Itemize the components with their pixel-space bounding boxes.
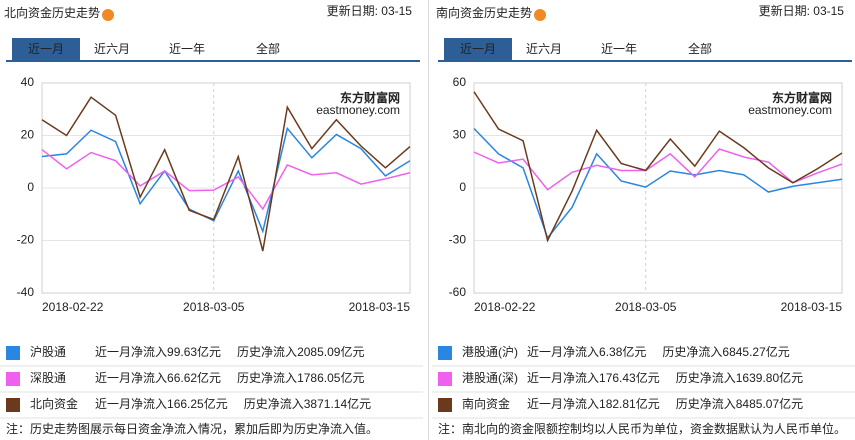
legend-month-net: 66.62亿元 (167, 370, 221, 385)
legend-hist-net: 1786.05亿元 (297, 370, 364, 385)
series-line (473, 148, 843, 191)
y-tick-label: 20 (21, 128, 35, 142)
legend-swatch (438, 398, 452, 412)
legend-hist-net: 2085.09亿元 (297, 344, 364, 359)
legend-name: 港股通(深) (462, 371, 518, 385)
update-date: 更新日期: 03-15 (759, 3, 845, 18)
legend-hist-net: 1639.80亿元 (736, 370, 803, 385)
x-tick-label: 2018-03-15 (349, 300, 411, 314)
legend-swatch (438, 372, 452, 386)
legend-month-net: 176.43亿元 (599, 370, 660, 385)
legend-name: 沪股通 (30, 345, 66, 359)
legend-name: 北向资金 (30, 396, 78, 411)
panel-title: 南向资金历史走势 (436, 5, 532, 20)
legend-month-label: 近一月净流入 (527, 397, 599, 411)
help-icon[interactable] (102, 9, 115, 21)
footnote: 注：南北向的资金限额控制均以人民币为单位，资金数据默认为人民币单位。 (438, 421, 846, 436)
legend-hist-label: 历史净流入 (237, 345, 297, 359)
y-tick-label: 40 (21, 75, 35, 89)
help-icon[interactable] (534, 9, 547, 21)
x-tick-label: 2018-02-22 (42, 300, 104, 314)
watermark: 东方财富网 (340, 90, 400, 105)
y-tick-label: -40 (17, 285, 35, 299)
legend-hist-label: 历史净流入 (237, 371, 297, 385)
y-tick-label: 30 (453, 128, 467, 142)
legend-hist-label: 历史净流入 (676, 371, 736, 385)
y-tick-label: 0 (27, 180, 34, 194)
legend-month-net: 99.63亿元 (167, 344, 221, 359)
tab[interactable]: 全部 (688, 41, 712, 56)
tab[interactable]: 近六月 (94, 42, 130, 56)
legend-hist-net: 6845.27亿元 (722, 344, 789, 359)
x-tick-label: 2018-03-05 (183, 300, 245, 314)
legend-month-label: 近一月净流入 (95, 371, 167, 385)
legend-name: 深股通 (30, 371, 66, 385)
legend-hist-label: 历史净流入 (244, 397, 304, 411)
legend-swatch (438, 346, 452, 360)
series-line (41, 149, 411, 211)
series-line (473, 127, 843, 240)
legend-month-label: 近一月净流入 (527, 345, 599, 359)
series-line (473, 91, 843, 243)
update-date: 更新日期: 03-15 (327, 3, 413, 18)
legend-hist-net: 8485.07亿元 (736, 396, 803, 411)
legend-swatch (6, 398, 20, 412)
tab[interactable]: 近一月 (28, 42, 64, 56)
tab-active-bg[interactable] (444, 38, 512, 61)
legend-name: 港股通(沪) (462, 345, 518, 359)
tab-active-bg[interactable] (12, 38, 80, 61)
watermark: eastmoney.com (316, 103, 400, 117)
tab[interactable]: 全部 (256, 41, 280, 56)
legend-month-label: 近一月净流入 (95, 397, 167, 411)
legend-month-net: 182.81亿元 (599, 396, 660, 411)
legend-hist-net: 3871.14亿元 (304, 396, 371, 411)
legend-month-label: 近一月净流入 (95, 345, 167, 359)
y-tick-label: 0 (459, 180, 466, 194)
x-tick-label: 2018-03-15 (781, 300, 843, 314)
legend-month-net: 166.25亿元 (167, 396, 228, 411)
y-tick-label: -60 (449, 285, 467, 299)
panel-title: 北向资金历史走势 (4, 5, 100, 20)
tab[interactable]: 近六月 (526, 42, 562, 56)
x-tick-label: 2018-02-22 (474, 300, 536, 314)
y-tick-label: 60 (453, 75, 467, 89)
legend-hist-label: 历史净流入 (662, 345, 722, 359)
legend-swatch (6, 372, 20, 386)
series-line (41, 96, 411, 252)
legend-swatch (6, 346, 20, 360)
legend-month-net: 6.38亿元 (599, 344, 646, 359)
legend-month-label: 近一月净流入 (527, 371, 599, 385)
x-tick-label: 2018-03-05 (615, 300, 677, 314)
tab[interactable]: 近一年 (169, 42, 205, 56)
tab[interactable]: 近一年 (601, 42, 637, 56)
footnote: 注：历史走势图展示每日资金净流入情况，累加后即为历史净流入值。 (6, 421, 378, 436)
y-tick-label: -30 (449, 233, 467, 247)
tab[interactable]: 近一月 (460, 42, 496, 56)
legend-name: 南向资金 (462, 396, 510, 411)
series-line (41, 126, 411, 234)
legend-hist-label: 历史净流入 (676, 397, 736, 411)
watermark: eastmoney.com (748, 103, 832, 117)
watermark: 东方财富网 (772, 90, 832, 105)
y-tick-label: -20 (17, 233, 35, 247)
